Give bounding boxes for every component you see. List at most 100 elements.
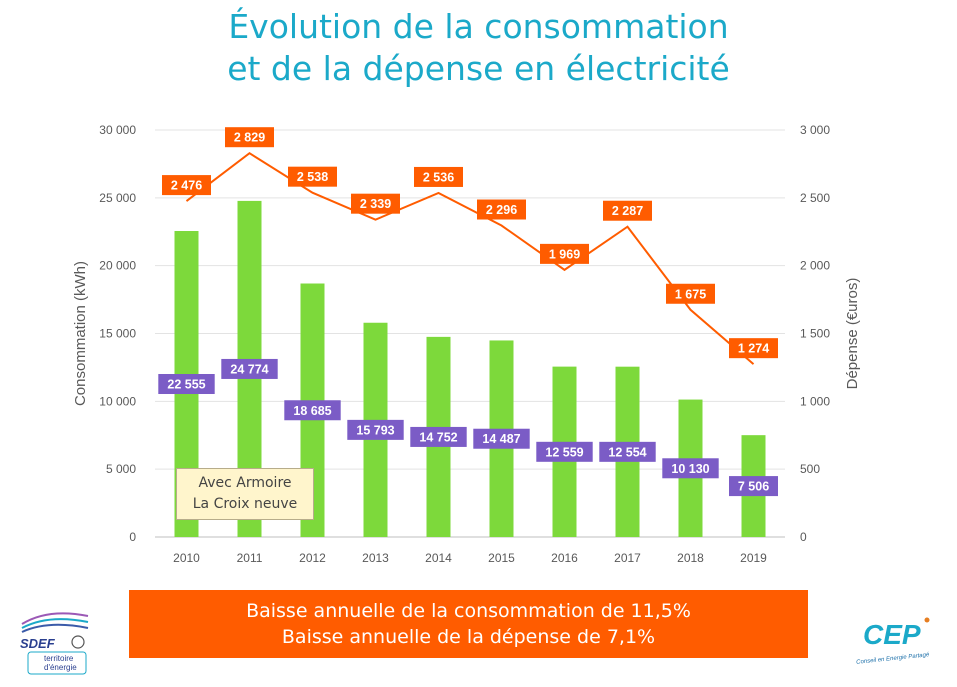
- x-tick-label: 2010: [173, 551, 200, 565]
- y2-axis-label: Dépense (€uros): [844, 278, 861, 390]
- data-labels: 22 555 24 774 18 685 15 793 14 752 14 487 12 5…: [158, 127, 778, 497]
- line-value-label-group: 2 538: [288, 166, 337, 187]
- expense-line: [185, 151, 755, 365]
- cep-logo-sub: Conseil en Energie Partagé: [856, 652, 930, 666]
- bar-value-label-group: 14 752: [410, 426, 467, 447]
- bar-value-label-group: 22 555: [158, 374, 215, 395]
- y2-tick-label: 500: [800, 462, 820, 476]
- line-value-label: 2 538: [297, 170, 328, 184]
- y2-tick-label: 1 000: [800, 394, 830, 408]
- y-axis-label: Consommation (kWh): [72, 261, 89, 406]
- line-value-label: 2 287: [612, 204, 643, 218]
- cep-logo-text: CEP: [863, 619, 921, 650]
- line-value-label-box: [666, 283, 715, 304]
- line-value-label-box: [351, 193, 400, 214]
- line-value-label-box: [225, 127, 274, 148]
- chart-title: Évolution de la consommation et de la dé…: [0, 6, 957, 90]
- bar-value-label-group: 12 559: [536, 441, 593, 462]
- sdef-logo-sub-2: d'énergie: [44, 663, 77, 672]
- line-value-label-group: 2 339: [351, 193, 400, 214]
- line-value-label-group: 1 274: [729, 338, 778, 359]
- line-value-label-box: [162, 175, 211, 196]
- x-tick-label: 2014: [425, 551, 452, 565]
- line-value-label: 1 274: [738, 342, 769, 356]
- bar-value-label-group: 24 774: [221, 358, 278, 379]
- y2-tick-label: 1 500: [800, 327, 830, 341]
- y-tick-label: 25 000: [99, 191, 136, 205]
- line-value-label: 2 536: [423, 170, 454, 184]
- chart: 22 555 24 774 18 685 15 793 14 752 14 487 12 5…: [72, 123, 861, 565]
- line-value-label-box: [288, 166, 337, 187]
- line-value-label: 2 296: [486, 203, 517, 217]
- bar-value-label: 12 559: [545, 445, 583, 459]
- line-value-label: 1 675: [675, 287, 706, 301]
- bar-value-label: 12 554: [608, 445, 646, 459]
- bar-value-label-group: 14 487: [473, 428, 530, 449]
- line-value-label: 1 969: [549, 247, 580, 261]
- x-tick-label: 2016: [551, 551, 578, 565]
- sdef-logo: SDEF territoire d'énergie: [20, 612, 89, 675]
- line-value-label-group: 1 675: [666, 283, 715, 304]
- x-tick-label: 2011: [237, 551, 263, 565]
- bar-value-label-group: 7 506: [729, 476, 778, 497]
- bar-value-label-box: [536, 441, 593, 462]
- bar-value-label: 22 555: [167, 378, 205, 392]
- y-tick-label: 5 000: [106, 462, 136, 476]
- y-tick-label: 30 000: [99, 123, 136, 137]
- bar-value-label: 7 506: [738, 480, 769, 494]
- y2-tick-label: 2 500: [800, 191, 830, 205]
- x-tick-label: 2015: [488, 551, 515, 565]
- bar-value-label: 14 752: [419, 430, 457, 444]
- line-series: [185, 151, 755, 365]
- line-value-label-group: 2 296: [477, 199, 526, 220]
- line-value-label-box: [477, 199, 526, 220]
- bar-value-label-group: 12 554: [599, 441, 656, 462]
- banner-line-2: Baisse annuelle de la dépense de 7,1%: [281, 626, 656, 648]
- bar-value-label-box: [284, 400, 341, 421]
- line-value-label: 2 829: [234, 131, 265, 145]
- bar-value-label-box: [729, 476, 778, 497]
- bar-value-label-box: [662, 458, 719, 479]
- y-tick-label: 10 000: [99, 394, 136, 408]
- bar-value-label: 14 487: [482, 432, 520, 446]
- bar-value-label-box: [347, 419, 404, 440]
- bar-value-label: 10 130: [671, 462, 709, 476]
- line-value-label-box: [414, 166, 463, 187]
- x-tick-label: 2017: [614, 551, 641, 565]
- axes: 0 5 000 10 000 15 000 20 000 25 000 30 000 0 500…: [72, 123, 861, 565]
- x-tick-label: 2013: [362, 551, 389, 565]
- y2-tick-label: 0: [800, 530, 807, 544]
- bar-value-label-box: [221, 358, 278, 379]
- y2-tick-label: 3 000: [800, 123, 830, 137]
- bar-value-label: 18 685: [293, 404, 331, 418]
- x-tick-label: 2019: [740, 551, 767, 565]
- annotation-line-2: La Croix neuve: [192, 496, 298, 512]
- sdef-logo-sub-1: territoire: [44, 654, 74, 663]
- bar-value-label-box: [473, 428, 530, 449]
- cep-logo: CEP Conseil en Energie Partagé: [856, 617, 930, 666]
- bar-value-label-box: [410, 426, 467, 447]
- bar-value-label-group: 18 685: [284, 400, 341, 421]
- x-tick-label: 2012: [299, 551, 326, 565]
- annotation-line-1: Avec Armoire: [198, 475, 292, 491]
- line-value-label-box: [603, 200, 652, 221]
- y2-tick-label: 2 000: [800, 259, 830, 273]
- bar-value-label: 24 774: [230, 362, 268, 376]
- x-tick-label: 2018: [677, 551, 704, 565]
- y-tick-label: 0: [129, 530, 136, 544]
- bar-value-label-group: 15 793: [347, 419, 404, 440]
- line-value-label-group: 2 476: [162, 175, 211, 196]
- line-value-label-group: 2 536: [414, 166, 463, 187]
- title-line-1: Évolution de la consommation: [228, 7, 729, 46]
- banner-line-1: Baisse annuelle de la consommation de 11…: [246, 600, 691, 622]
- bar-value-label-box: [158, 374, 215, 395]
- line-value-label-group: 2 287: [603, 200, 652, 221]
- line-value-label-group: 1 969: [540, 243, 589, 264]
- line-value-label: 2 476: [171, 179, 202, 193]
- summary-banner: Baisse annuelle de la consommation de 11…: [129, 590, 808, 658]
- bar-value-label: 15 793: [356, 423, 394, 437]
- line-value-label-box: [729, 338, 778, 359]
- line-value-label-group: 2 829: [225, 127, 274, 148]
- bar-value-label-group: 10 130: [662, 458, 719, 479]
- title-line-2: et de la dépense en électricité: [227, 49, 730, 88]
